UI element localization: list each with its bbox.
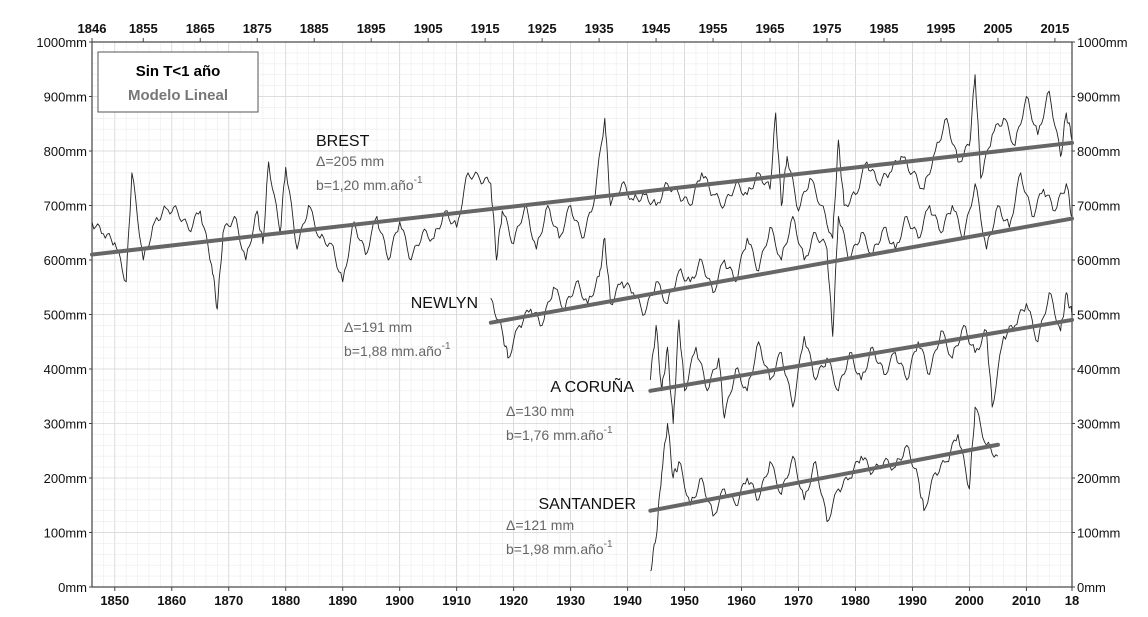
y-tick-label-right: 700mm	[1077, 199, 1120, 214]
legend-entry-raw: Sin T<1 año	[136, 63, 221, 80]
y-tick-label-right: 300mm	[1077, 417, 1120, 432]
series-line-santander	[650, 406, 999, 571]
x-tick-label-top: 1995	[926, 21, 955, 36]
x-tick-label-top: 2015	[1040, 21, 1069, 36]
x-tick-label-bottom: 1920	[499, 593, 528, 608]
x-tick-label-bottom: 1910	[442, 593, 471, 608]
station-name-brest: BREST	[316, 133, 370, 150]
y-tick-label-left: 0mm	[58, 580, 87, 595]
x-tick-label-top: 1865	[186, 21, 215, 36]
grid	[91, 41, 1073, 588]
x-tick-label-bottom: 1930	[556, 593, 585, 608]
x-tick-label-top: 1975	[813, 21, 842, 36]
station-delta-santander: Δ=121 mm	[506, 517, 574, 533]
y-tick-label-left: 800mm	[44, 144, 87, 159]
station-name-a-coru-a: A CORUÑA	[550, 376, 634, 396]
station-trend-exponent: -1	[604, 425, 613, 436]
y-tick-label-right: 400mm	[1077, 362, 1120, 377]
x-tick-label-top: 1955	[699, 21, 728, 36]
y-tick-label-left: 200mm	[44, 471, 87, 486]
x-tick-label-bottom: 1850	[100, 593, 129, 608]
station-trend-exponent: -1	[414, 175, 423, 186]
y-tick-label-right: 600mm	[1077, 253, 1120, 268]
station-labels: BREST Δ=205 mm b=1,20 mm.año-1 NEWLYN Δ=191 …	[316, 133, 636, 557]
y-tick-label-right: 200mm	[1077, 471, 1120, 486]
x-tick-label-top: 1895	[357, 21, 386, 36]
x-tick-label-top: 1885	[300, 21, 329, 36]
station-name-santander: SANTANDER	[539, 496, 637, 513]
station-trend-newlyn: b=1,88 mm.año-1	[344, 341, 451, 359]
x-tick-label-top: 1875	[243, 21, 272, 36]
legend-entry-linear-model: Modelo Lineal	[128, 87, 228, 104]
x-tick-label-bottom: 2000	[955, 593, 984, 608]
x-tick-label-top: 2005	[983, 21, 1012, 36]
x-tick-label-bottom: 2010	[1012, 593, 1041, 608]
x-tick-label-bottom: 1880	[271, 593, 300, 608]
axes-labels: 0mm 0mm 100mm 100mm 200mm 200mm 300mm 300mm 400m…	[36, 21, 1127, 608]
x-tick-label-bottom: 1860	[157, 593, 186, 608]
x-tick-label-bottom: 1980	[841, 593, 870, 608]
y-tick-label-left: 700mm	[44, 199, 87, 214]
trend-line-a-coru-a	[648, 317, 1074, 393]
station-trend-santander: b=1,98 mm.año-1	[506, 539, 613, 557]
trend-line-santander	[648, 442, 1000, 513]
y-tick-label-left: 900mm	[44, 90, 87, 105]
trend-lines	[90, 140, 1074, 513]
y-tick-label-right: 0mm	[1077, 580, 1106, 595]
station-delta-newlyn: Δ=191 mm	[344, 319, 412, 335]
x-tick-label-top: 1945	[642, 21, 671, 36]
y-tick-label-right: 100mm	[1077, 526, 1120, 541]
y-tick-label-right: 900mm	[1077, 90, 1120, 105]
y-tick-label-left: 400mm	[44, 362, 87, 377]
series-line-a-coru-a	[649, 292, 1073, 424]
x-tick-label-top: 1925	[528, 21, 557, 36]
x-tick-label-bottom: 1990	[898, 593, 927, 608]
y-tick-label-left: 100mm	[44, 526, 87, 541]
x-tick-label-bottom: 18	[1065, 593, 1079, 608]
x-tick-label-bottom: 1890	[328, 593, 357, 608]
x-tick-label-top: 1846	[78, 21, 107, 36]
station-trend-exponent: -1	[442, 341, 451, 352]
station-trend-exponent: -1	[604, 539, 613, 550]
x-tick-label-top: 1855	[129, 21, 158, 36]
y-tick-label-right: 800mm	[1077, 144, 1120, 159]
trend-line-newlyn	[488, 216, 1074, 325]
y-tick-label-left: 600mm	[44, 253, 87, 268]
legend-box	[97, 51, 259, 113]
x-tick-label-top: 1985	[870, 21, 899, 36]
y-tick-label-right: 1000mm	[1077, 35, 1128, 50]
x-tick-label-bottom: 1870	[214, 593, 243, 608]
x-tick-label-bottom: 1950	[670, 593, 699, 608]
trend-line-brest	[90, 140, 1074, 257]
x-tick-label-bottom: 1940	[613, 593, 642, 608]
station-delta-brest: Δ=205 mm	[316, 153, 384, 169]
x-tick-label-top: 1915	[471, 21, 500, 36]
y-tick-label-left: 500mm	[44, 308, 87, 323]
y-tick-label-right: 500mm	[1077, 308, 1120, 323]
x-tick-label-bottom: 1960	[727, 593, 756, 608]
x-tick-label-top: 1935	[585, 21, 614, 36]
x-tick-label-bottom: 1900	[385, 593, 414, 608]
x-tick-label-bottom: 1970	[784, 593, 813, 608]
y-tick-label-left: 1000mm	[36, 35, 87, 50]
station-name-newlyn: NEWLYN	[411, 295, 478, 312]
x-tick-label-top: 1905	[414, 21, 443, 36]
legend: Sin T<1 año Modelo Lineal	[97, 51, 259, 113]
y-tick-label-left: 300mm	[44, 417, 87, 432]
x-tick-label-top: 1965	[756, 21, 785, 36]
station-trend-a-coru-a: b=1,76 mm.año-1	[506, 425, 613, 443]
station-trend-brest: b=1,20 mm.año-1	[316, 175, 423, 193]
station-delta-a-coru-a: Δ=130 mm	[506, 403, 574, 419]
series-line-brest	[91, 74, 1073, 310]
